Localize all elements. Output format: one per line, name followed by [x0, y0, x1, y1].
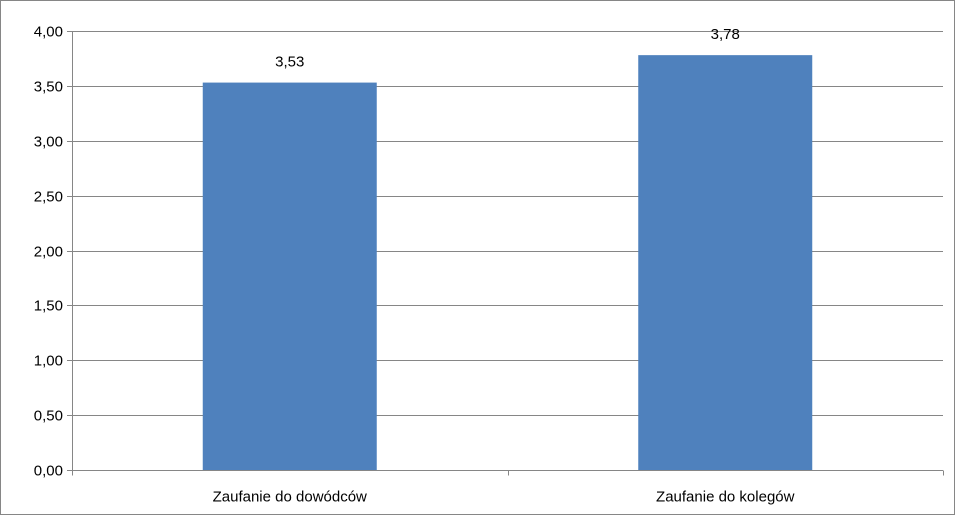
y-tick-label: 4,00 [34, 24, 63, 41]
y-tick-label: 0,50 [34, 408, 63, 425]
data-label: 3,78 [711, 26, 740, 43]
y-tick-label: 3,00 [34, 134, 63, 151]
data-labels: 3,53 3,78 [275, 26, 740, 70]
bar [202, 82, 377, 471]
y-tick-labels: 0,00 0,50 1,00 1,50 2,00 2,50 3,00 3,50 4,00 [34, 24, 63, 480]
data-label: 3,53 [275, 54, 304, 71]
x-category-label: Zaufanie do kolegów [656, 489, 795, 506]
y-tick-label: 2,50 [34, 189, 63, 206]
axes [72, 31, 944, 476]
x-tick-labels: Zaufanie do dowódców Zaufanie do kolegów [213, 489, 795, 506]
x-category-label: Zaufanie do dowódców [213, 489, 367, 506]
y-tick-label: 1,50 [34, 298, 63, 315]
y-tick-label: 3,50 [34, 79, 63, 96]
bar [638, 55, 813, 471]
y-tick-label: 2,00 [34, 244, 63, 261]
bars [202, 55, 813, 471]
y-tick-label: 0,00 [34, 463, 63, 480]
y-tick-label: 1,00 [34, 353, 63, 370]
